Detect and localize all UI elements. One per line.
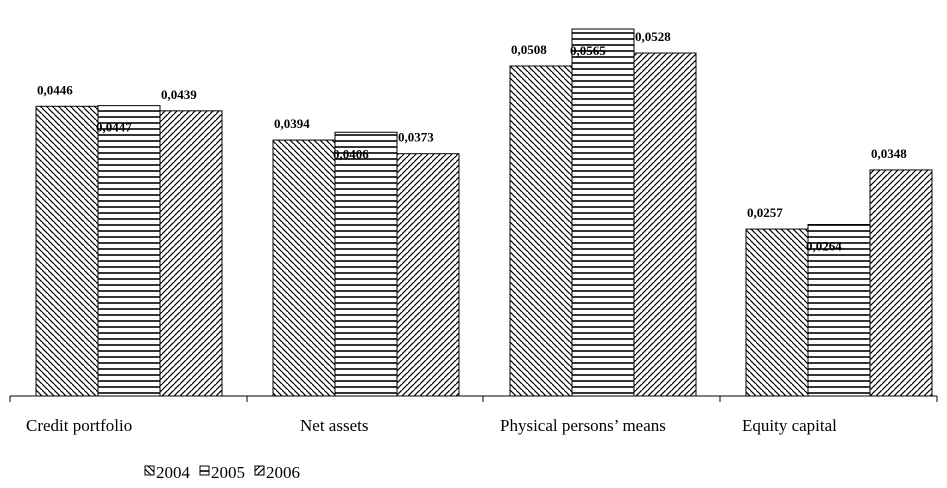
category-label-physical-persons-means: Physical persons’ means [500,416,666,435]
bar-physical-persons-means-2006 [633,52,697,397]
bar-physical-persons-means-2005 [571,28,635,397]
value-label-physical-persons-means-2005: 0,0565 [570,43,606,58]
value-label-net-assets-2006: 0,0373 [398,130,434,145]
bar-credit-portfolio-2006 [159,110,223,397]
value-label-physical-persons-means-2004: 0,0508 [511,42,547,57]
bar-credit-portfolio-2005 [97,105,161,397]
legend: 2004 2005 2006 [144,463,300,482]
bar-net-assets-2006 [396,153,460,397]
bar-credit-portfolio-2004 [35,105,99,397]
category-label-equity-capital: Equity capital [742,416,837,435]
value-label-net-assets-2004: 0,0394 [274,116,310,131]
legend-label-2005: 2005 [211,463,245,482]
legend-label-2004: 2004 [156,463,191,482]
bar-net-assets-2004 [272,139,336,397]
bar-physical-persons-means-2004 [509,65,573,397]
bar-equity-capital-2005 [807,224,871,397]
value-label-credit-portfolio-2004: 0,0446 [37,82,73,97]
value-label-credit-portfolio-2006: 0,0439 [161,87,197,102]
value-label-equity-capital-2006: 0,0348 [871,146,907,161]
bar-equity-capital-2006 [869,169,933,397]
legend-label-2006: 2006 [266,463,300,482]
legend-swatch-2004 [144,465,155,476]
legend-swatch-2005 [199,465,210,476]
value-label-physical-persons-means-2006: 0,0528 [635,29,671,44]
bar-net-assets-2005 [334,131,398,397]
legend-swatch-2006 [254,465,265,476]
bar-equity-capital-2004 [745,228,809,397]
value-label-equity-capital-2005: 0,0264 [806,239,842,254]
value-label-net-assets-2005: 0,0406 [333,146,369,161]
category-label-credit-portfolio: Credit portfolio [26,416,132,435]
category-label-net-assets: Net assets [300,416,368,435]
value-label-credit-portfolio-2005: 0,0447 [96,120,132,135]
value-label-equity-capital-2004: 0,0257 [747,205,783,220]
